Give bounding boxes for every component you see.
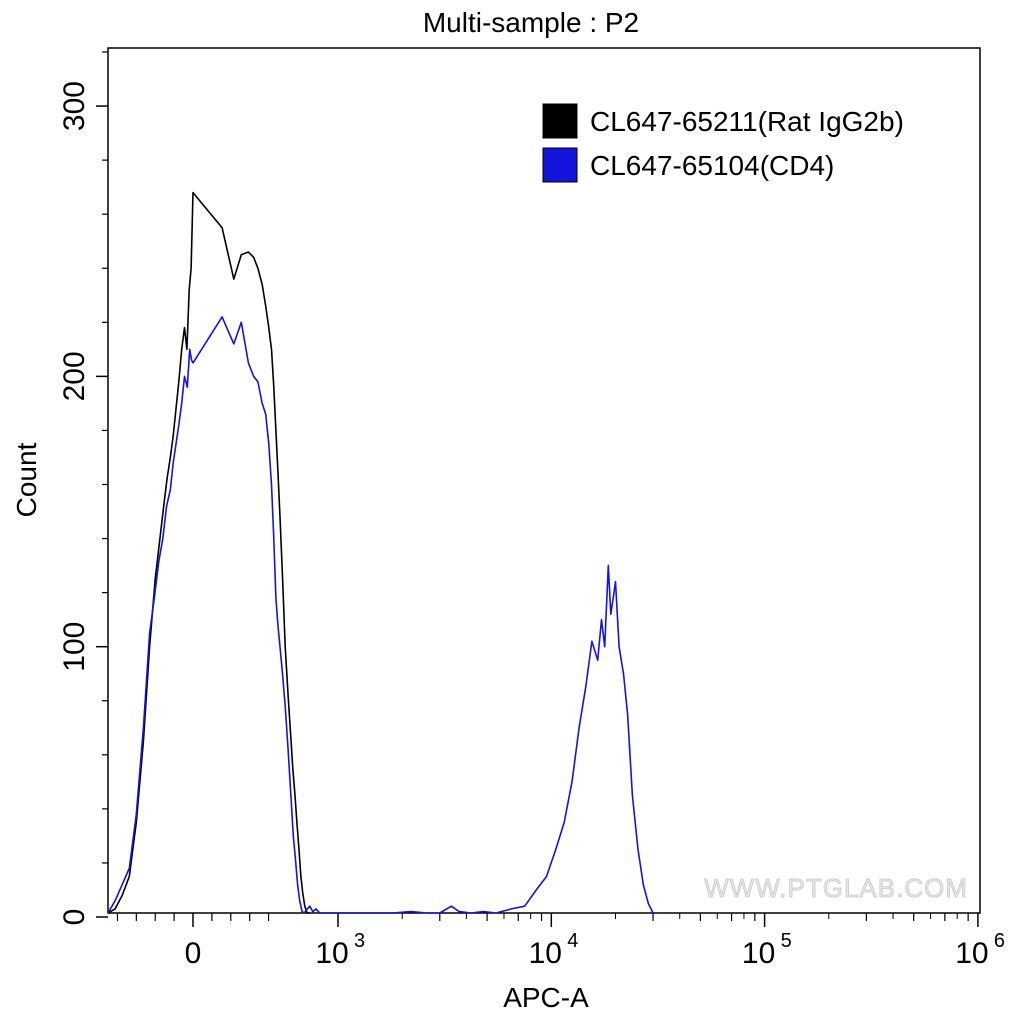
legend-label: CL647-65104(CD4) [590,150,834,181]
y-axis-label: Count [11,442,42,517]
series-line-1 [107,191,310,914]
legend-swatch [542,103,578,139]
y-tick-label: 300 [58,81,91,131]
legend-label: CL647-65211(Rat IgG2b) [590,106,904,137]
y-tick-label: 200 [58,351,91,401]
chart-title: Multi-sample : P2 [423,7,639,38]
x-tick-label: 10 [529,937,562,970]
plot-frame [107,47,981,914]
legend: CL647-65211(Rat IgG2b) CL647-65104(CD4) [542,103,904,183]
x-tick-label: 10 [955,937,988,970]
y-tick-label: 100 [58,622,91,672]
legend-swatch [542,147,578,183]
x-tick-exponent: 5 [781,930,792,952]
x-axis: 0 10 3 10 4 10 5 10 6 [116,913,1005,970]
series-line-2 [107,316,658,914]
watermark: WWW.PTGLAB.COM [704,873,968,903]
y-axis: 0 100 200 300 [58,51,108,926]
x-tick-label: 10 [742,937,775,970]
y-tick-label: 0 [58,909,91,926]
x-tick-exponent: 6 [994,930,1005,952]
x-tick-exponent: 3 [354,930,365,952]
x-tick-label: 0 [185,937,202,970]
x-tick-exponent: 4 [567,930,578,952]
series-layer [107,191,658,914]
x-axis-label: APC-A [503,982,589,1013]
x-tick-label: 10 [315,937,348,970]
